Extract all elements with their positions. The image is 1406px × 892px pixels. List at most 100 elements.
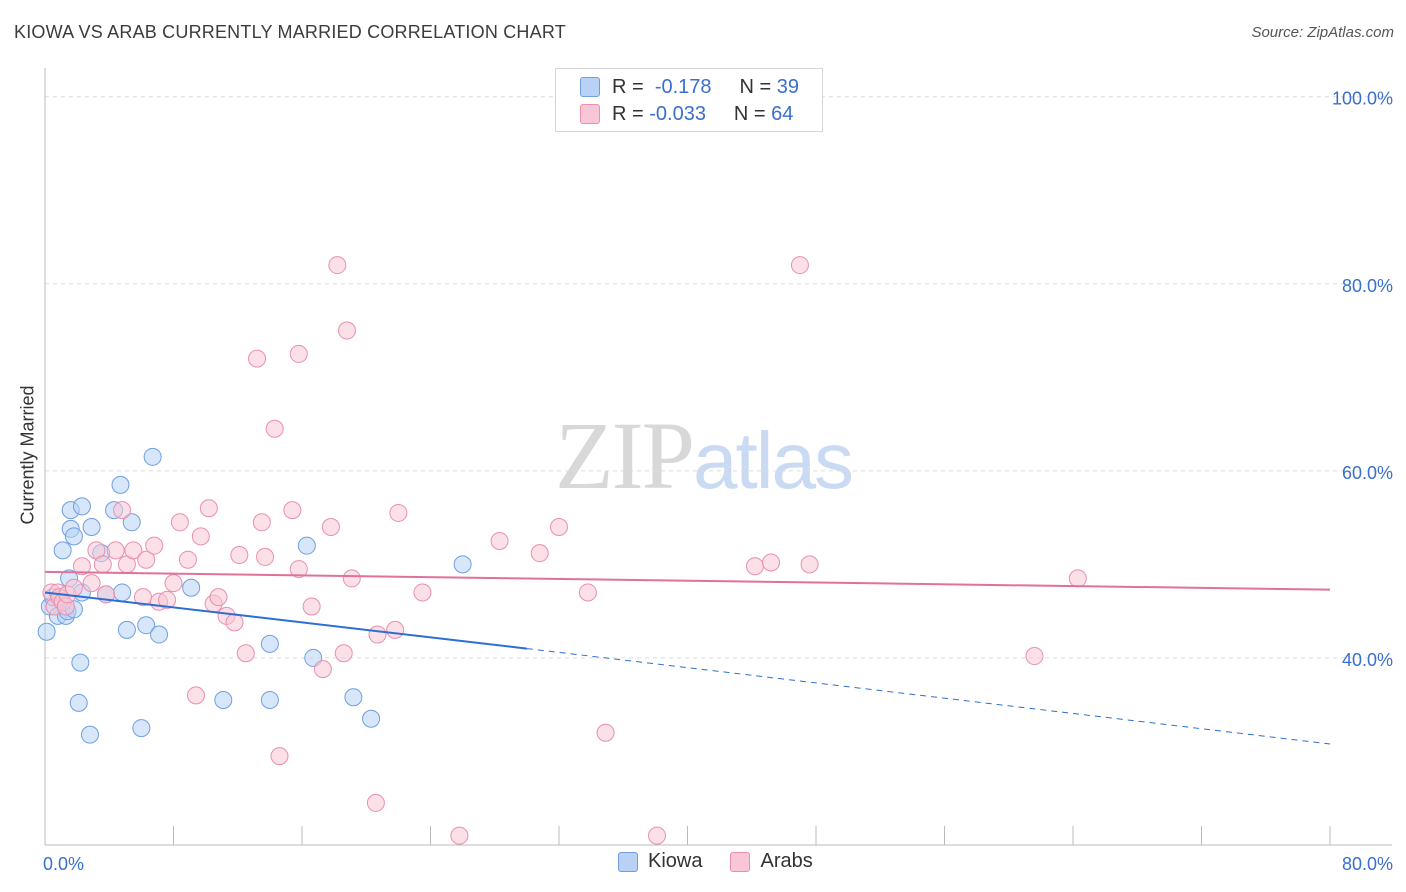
legend-swatch-arabs <box>580 104 600 124</box>
point-arabs <box>302 597 321 616</box>
point-arabs <box>191 527 210 546</box>
point-kiowa <box>111 475 130 494</box>
point-arabs <box>270 747 289 766</box>
point-arabs <box>265 419 284 438</box>
point-kiowa <box>69 693 88 712</box>
point-kiowa <box>362 709 381 728</box>
point-kiowa <box>113 583 132 602</box>
trendline-arabs <box>44 570 1331 591</box>
legend-r-label: R = <box>612 75 644 98</box>
point-kiowa <box>150 625 169 644</box>
point-kiowa <box>214 691 233 710</box>
series-legend-item-kiowa: Kiowa <box>618 850 702 873</box>
point-arabs <box>550 517 568 536</box>
chart-title: KIOWA VS ARAB CURRENTLY MARRIED CORRELAT… <box>14 22 566 42</box>
legend-swatch-kiowa <box>580 77 600 97</box>
source-credit: Source: ZipAtlas.com <box>1251 24 1394 41</box>
point-arabs <box>745 557 764 576</box>
point-kiowa <box>143 447 162 466</box>
point-arabs <box>450 826 469 845</box>
point-arabs <box>328 256 347 275</box>
point-arabs <box>321 517 340 536</box>
point-arabs <box>368 625 387 644</box>
point-arabs <box>170 513 189 532</box>
point-kiowa <box>137 616 156 635</box>
series-legend-swatch-arabs <box>730 851 751 872</box>
y-tick-label: 80.0% <box>1342 276 1393 296</box>
point-arabs <box>186 686 205 705</box>
point-kiowa <box>122 513 141 532</box>
legend-r-label: R = <box>612 102 644 125</box>
legend-n-value: 64 <box>771 102 794 125</box>
point-arabs <box>334 644 353 663</box>
series-legend-label: Kiowa <box>648 850 703 872</box>
series-legend-swatch-kiowa <box>618 851 638 872</box>
point-kiowa <box>37 622 56 641</box>
point-arabs <box>530 544 549 563</box>
point-kiowa <box>344 688 363 707</box>
point-arabs <box>93 555 112 574</box>
point-arabs <box>800 555 819 574</box>
point-kiowa <box>80 725 99 744</box>
series-legend: Kiowa Arabs <box>618 850 841 873</box>
point-kiowa <box>260 691 279 710</box>
point-arabs <box>199 499 218 518</box>
point-arabs <box>366 793 385 812</box>
legend-row-kiowa: R = -0.178 N = 39 <box>580 74 799 100</box>
watermark-zip: ZIP <box>555 402 695 509</box>
legend-n-label: N = <box>733 102 766 125</box>
point-kiowa <box>260 634 279 653</box>
watermark: ZIPatlas <box>555 400 854 511</box>
point-arabs <box>342 569 361 588</box>
point-arabs <box>578 583 597 602</box>
point-arabs <box>113 501 132 520</box>
trendline-extension-kiowa <box>526 648 1331 745</box>
y-tick-label: 40.0% <box>1342 650 1393 670</box>
point-arabs <box>72 557 91 576</box>
point-arabs <box>1068 569 1087 588</box>
point-arabs <box>230 546 249 565</box>
point-arabs <box>64 578 83 597</box>
point-arabs <box>490 532 509 551</box>
point-kiowa <box>71 653 90 672</box>
point-kiowa <box>182 578 201 597</box>
point-arabs <box>256 547 275 566</box>
point-arabs <box>248 349 267 368</box>
point-arabs <box>158 590 177 609</box>
point-arabs <box>289 344 308 363</box>
point-arabs <box>337 321 356 340</box>
point-arabs <box>225 613 244 632</box>
point-arabs <box>313 660 332 679</box>
point-arabs <box>209 588 228 607</box>
point-kiowa <box>297 536 316 555</box>
point-kiowa <box>64 527 83 546</box>
legend-n-value: 39 <box>776 75 799 98</box>
point-kiowa <box>453 555 472 574</box>
point-kiowa <box>53 541 72 560</box>
point-arabs <box>106 541 125 560</box>
x-tick-label: 80.0% <box>1342 854 1393 874</box>
x-tick-label: 0.0% <box>43 854 84 874</box>
point-arabs <box>389 503 408 522</box>
point-arabs <box>82 574 101 593</box>
point-arabs <box>647 826 666 845</box>
watermark-atlas: atlas <box>693 416 854 505</box>
legend-row-arabs: R = -0.033 N = 64 <box>580 101 793 127</box>
point-arabs <box>762 553 781 572</box>
point-kiowa <box>117 620 136 639</box>
legend-r-value: -0.033 <box>649 102 706 125</box>
series-legend-label: Arabs <box>760 850 813 872</box>
point-arabs <box>790 256 809 275</box>
point-arabs <box>164 574 183 593</box>
legend-r-value: -0.178 <box>654 75 712 98</box>
point-arabs <box>252 513 271 532</box>
point-arabs <box>137 550 156 569</box>
point-arabs <box>145 536 164 555</box>
point-kiowa <box>132 719 151 738</box>
point-kiowa <box>82 517 101 536</box>
point-arabs <box>596 723 615 742</box>
point-arabs <box>178 550 197 569</box>
point-arabs <box>386 620 405 639</box>
trendline-kiowa <box>44 591 527 650</box>
